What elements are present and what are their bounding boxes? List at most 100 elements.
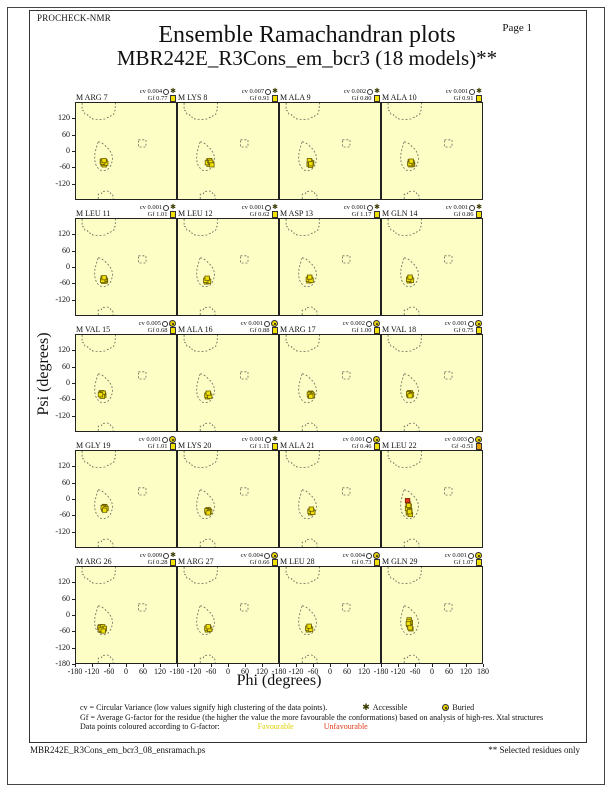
x-tick-label: -180	[67, 667, 83, 676]
left-alpha-region-contour	[444, 255, 453, 264]
gf-colour-box	[475, 559, 482, 566]
x-tick-mark	[415, 664, 416, 667]
gf-value: Gf 0.80	[344, 95, 380, 102]
x-tick-mark	[211, 664, 212, 667]
page-subtitle: MBR242E_R3Cons_em_bcr3 (18 models)**	[116, 46, 498, 70]
x-tick-mark	[381, 664, 382, 667]
ramachandran-plot	[177, 450, 279, 548]
cv-dial-icon	[163, 552, 170, 559]
buried-icon	[271, 552, 278, 559]
beta-region-contour	[183, 103, 218, 120]
subplot-cell: M GLY 19 cv 0.001 Gf 1.01	[75, 432, 177, 548]
x-tick-mark	[466, 664, 467, 667]
cv-dial-icon	[366, 552, 372, 559]
data-point	[308, 161, 314, 167]
beta-region-contour	[285, 219, 320, 236]
left-alpha-region-contour	[342, 487, 351, 496]
ramachandran-plot	[177, 102, 279, 200]
subplot-annotation: cv 0.003 Gf -0.51	[445, 436, 482, 450]
subplot-cell: M LEU 12 cv 0.001 ✱ Gf 0.62	[177, 200, 279, 316]
beta-region-contour	[81, 219, 116, 236]
alpha-region-contour	[196, 373, 216, 404]
left-alpha-region-contour	[444, 603, 453, 612]
cv-dial-icon	[265, 436, 272, 443]
y-tick-label: 0	[66, 494, 70, 503]
subplot-cell: M ALA 21 cv 0.001 Gf 0.46	[279, 432, 381, 548]
gf-value: Gf 0.86	[446, 211, 482, 218]
left-alpha-region-contour	[138, 139, 147, 148]
ramachandran-plot	[177, 566, 279, 664]
beta-region-contour	[387, 567, 422, 584]
x-tick-label: -180	[169, 667, 185, 676]
x-tick-mark	[160, 664, 161, 667]
lower-region-contour	[403, 654, 420, 663]
cv-dial-icon	[469, 204, 476, 211]
subplot-header: M LEU 28 cv 0.004 Gf 0.73	[279, 548, 381, 566]
lower-region-contour	[199, 654, 216, 663]
x-tick-label: 60	[139, 667, 147, 676]
accessible-icon: ✱	[272, 203, 278, 211]
y-tick-label: 60	[62, 129, 70, 139]
gf-value: Gf 0.68	[139, 327, 176, 334]
y-tick-mark	[72, 183, 75, 185]
data-point	[306, 623, 312, 629]
subplot-annotation: cv 0.009 ✱ Gf 0.28	[140, 552, 176, 566]
y-tick-mark	[72, 531, 75, 533]
gf-value: Gf 1.01	[139, 443, 176, 450]
subplot-header: M ARG 26 cv 0.009 ✱ Gf 0.28	[75, 548, 177, 566]
x-tick-label: -60	[103, 667, 115, 676]
lower-region-contour	[403, 306, 420, 315]
left-alpha-region-contour	[240, 255, 249, 264]
data-point	[407, 625, 413, 631]
left-alpha-region-contour	[342, 371, 351, 380]
data-point	[209, 162, 215, 168]
accessible-icon: ✱	[374, 203, 380, 211]
x-tick-mark	[194, 664, 195, 667]
x-tick-label: 0	[226, 667, 230, 676]
cv-dial-icon	[366, 436, 372, 443]
left-alpha-region-contour	[138, 255, 147, 264]
x-tick-mark	[177, 664, 178, 667]
ramachandran-plot	[381, 334, 483, 432]
left-alpha-region-contour	[444, 139, 453, 148]
alpha-region-contour	[298, 141, 318, 172]
data-point	[406, 509, 413, 515]
accessible-icon: ✱	[476, 87, 482, 95]
lower-region-contour	[97, 190, 114, 199]
buried-icon	[169, 320, 176, 327]
beta-region-contour	[183, 335, 218, 352]
x-tick-mark	[262, 664, 263, 667]
x-tick-label: 180	[477, 667, 489, 676]
lower-region-contour	[199, 190, 216, 199]
y-tick-mark	[72, 466, 75, 468]
subplot-cell: M ALA 9 cv 0.002 ✱ Gf 0.80	[279, 84, 381, 200]
subplot-cell: M VAL 18 cv 0.001 Gf 0.75	[381, 316, 483, 432]
ramachandran-plot	[381, 450, 483, 548]
residue-label: M ALA 21	[280, 441, 315, 450]
accessible-icon: ✱	[272, 87, 278, 95]
y-tick-label: 0	[66, 378, 70, 387]
x-tick-mark	[483, 664, 484, 667]
plots-grid: M ARG 7 cv 0.004 ✱ Gf 0.77 M LYS 8 cv 0.007 ✱ G…	[75, 84, 483, 664]
x-tick-label: 120	[460, 667, 472, 676]
lower-region-contour	[199, 306, 216, 315]
subplot-cell: M ARG 7 cv 0.004 ✱ Gf 0.77	[75, 84, 177, 200]
subplot-annotation: cv 0.005 Gf 0.68	[139, 320, 176, 334]
accessible-icon: ✱	[170, 551, 176, 559]
x-tick-label: -180	[271, 667, 287, 676]
data-point	[307, 274, 313, 280]
subplot-annotation: cv 0.001 ✱ Gf 1.17	[344, 204, 380, 218]
alpha-region-contour	[400, 605, 420, 636]
legend-gf-text: Gf = Average G-factor for the residue (t…	[80, 712, 544, 722]
cv-value: cv 0.002	[343, 320, 380, 327]
x-tick-label: 60	[343, 667, 351, 676]
cv-dial-icon	[469, 88, 476, 95]
legend-buried: Buried	[441, 703, 474, 713]
subplot-header: M LEU 22 cv 0.003 Gf -0.51	[381, 432, 483, 450]
y-tick-mark	[72, 383, 75, 384]
subplot-annotation: cv 0.002 ✱ Gf 0.80	[344, 88, 380, 102]
data-point	[407, 393, 413, 399]
data-point	[308, 506, 315, 512]
subplot-cell: M LEU 22 cv 0.003 Gf -0.51	[381, 432, 483, 548]
y-tick-label: 60	[62, 361, 70, 371]
